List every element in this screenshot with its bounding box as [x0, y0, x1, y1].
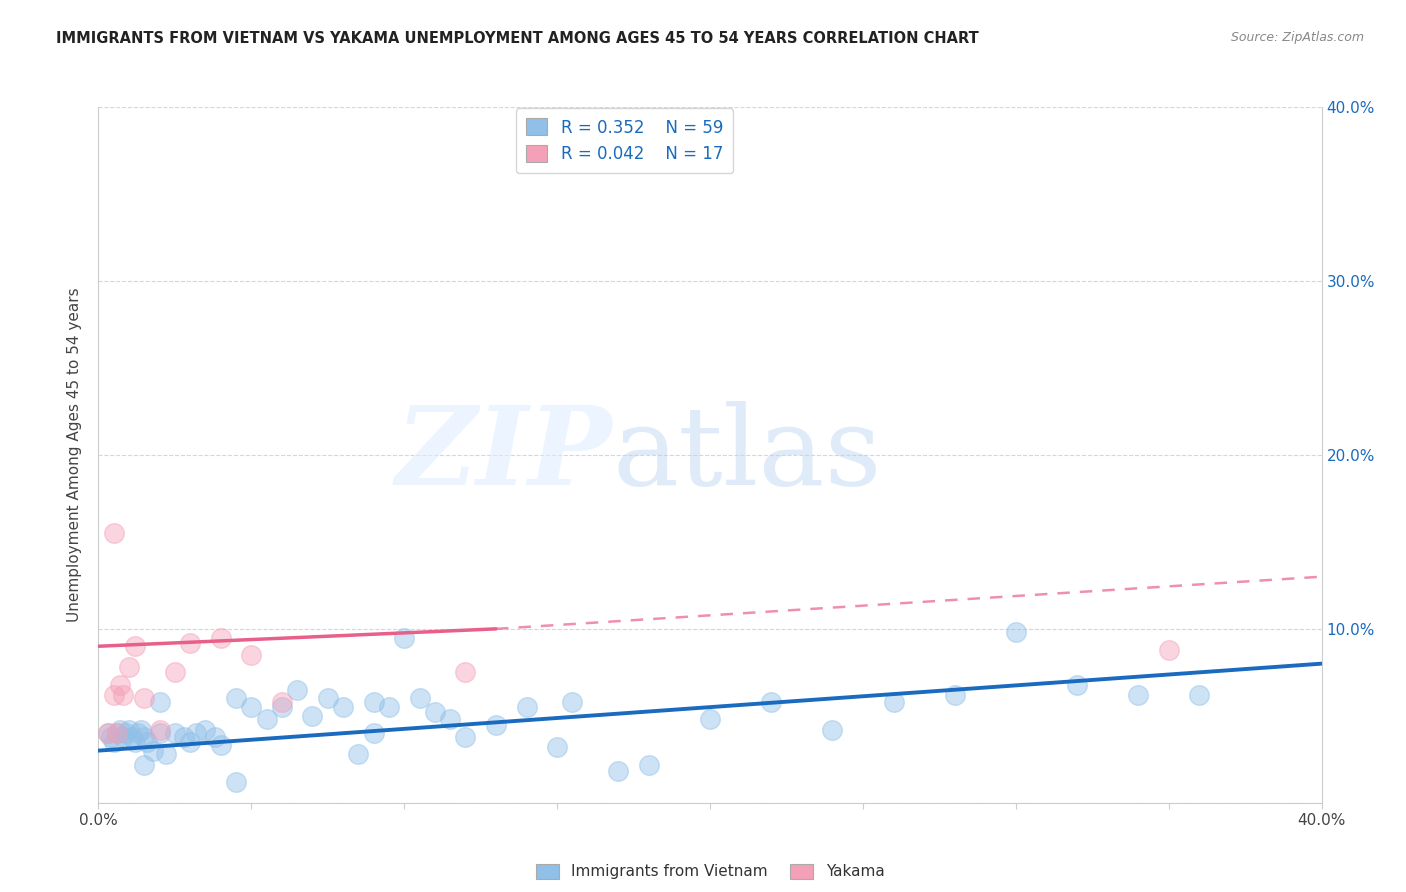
Point — [163, 665, 186, 680]
Point — [209, 631, 232, 645]
Point — [485, 717, 508, 731]
Legend: Immigrants from Vietnam, Yakama: Immigrants from Vietnam, Yakama — [530, 857, 890, 886]
Point — [454, 665, 477, 680]
Point — [111, 730, 134, 744]
Point — [118, 660, 141, 674]
Point — [1128, 688, 1150, 702]
Point — [129, 723, 152, 737]
Point — [699, 712, 721, 726]
Point — [149, 695, 172, 709]
Point — [225, 775, 247, 789]
Point — [270, 695, 292, 709]
Point — [97, 726, 120, 740]
Text: IMMIGRANTS FROM VIETNAM VS YAKAMA UNEMPLOYMENT AMONG AGES 45 TO 54 YEARS CORRELA: IMMIGRANTS FROM VIETNAM VS YAKAMA UNEMPL… — [56, 31, 979, 46]
Point — [392, 631, 416, 645]
Point — [516, 700, 538, 714]
Point — [103, 526, 125, 541]
Point — [637, 757, 661, 772]
Point — [118, 723, 141, 737]
Point — [134, 730, 156, 744]
Point — [240, 648, 263, 662]
Point — [821, 723, 844, 737]
Point — [179, 636, 201, 650]
Point — [186, 726, 208, 740]
Point — [134, 757, 156, 772]
Point — [363, 726, 385, 740]
Point — [108, 723, 131, 737]
Point — [121, 730, 143, 744]
Point — [163, 726, 186, 740]
Point — [194, 723, 217, 737]
Point — [454, 730, 477, 744]
Point — [240, 700, 263, 714]
Point — [408, 691, 430, 706]
Point — [270, 700, 292, 714]
Point — [204, 730, 226, 744]
Point — [561, 695, 583, 709]
Point — [127, 726, 149, 740]
Point — [103, 735, 125, 749]
Point — [209, 739, 232, 753]
Point — [173, 730, 195, 744]
Point — [105, 726, 128, 740]
Point — [1004, 625, 1026, 640]
Point — [179, 735, 201, 749]
Y-axis label: Unemployment Among Ages 45 to 54 years: Unemployment Among Ages 45 to 54 years — [67, 287, 83, 623]
Point — [111, 688, 134, 702]
Point — [439, 712, 461, 726]
Point — [285, 682, 308, 697]
Point — [316, 691, 339, 706]
Point — [142, 744, 165, 758]
Point — [149, 726, 172, 740]
Point — [124, 639, 146, 653]
Point — [1188, 688, 1211, 702]
Point — [607, 764, 630, 779]
Text: Source: ZipAtlas.com: Source: ZipAtlas.com — [1230, 31, 1364, 45]
Point — [1157, 642, 1180, 657]
Point — [256, 712, 278, 726]
Point — [103, 688, 125, 702]
Point — [108, 677, 131, 691]
Point — [155, 747, 177, 761]
Point — [1066, 677, 1088, 691]
Point — [136, 735, 159, 749]
Point — [363, 695, 385, 709]
Point — [97, 726, 120, 740]
Point — [883, 695, 905, 709]
Point — [759, 695, 782, 709]
Point — [225, 691, 247, 706]
Point — [332, 700, 354, 714]
Point — [105, 726, 128, 740]
Text: ZIP: ZIP — [395, 401, 612, 508]
Point — [124, 735, 146, 749]
Point — [301, 708, 323, 723]
Point — [100, 730, 122, 744]
Text: atlas: atlas — [612, 401, 882, 508]
Point — [546, 740, 568, 755]
Point — [347, 747, 370, 761]
Point — [378, 700, 401, 714]
Point — [115, 726, 138, 740]
Point — [149, 723, 172, 737]
Point — [134, 691, 156, 706]
Point — [423, 706, 446, 720]
Point — [943, 688, 966, 702]
